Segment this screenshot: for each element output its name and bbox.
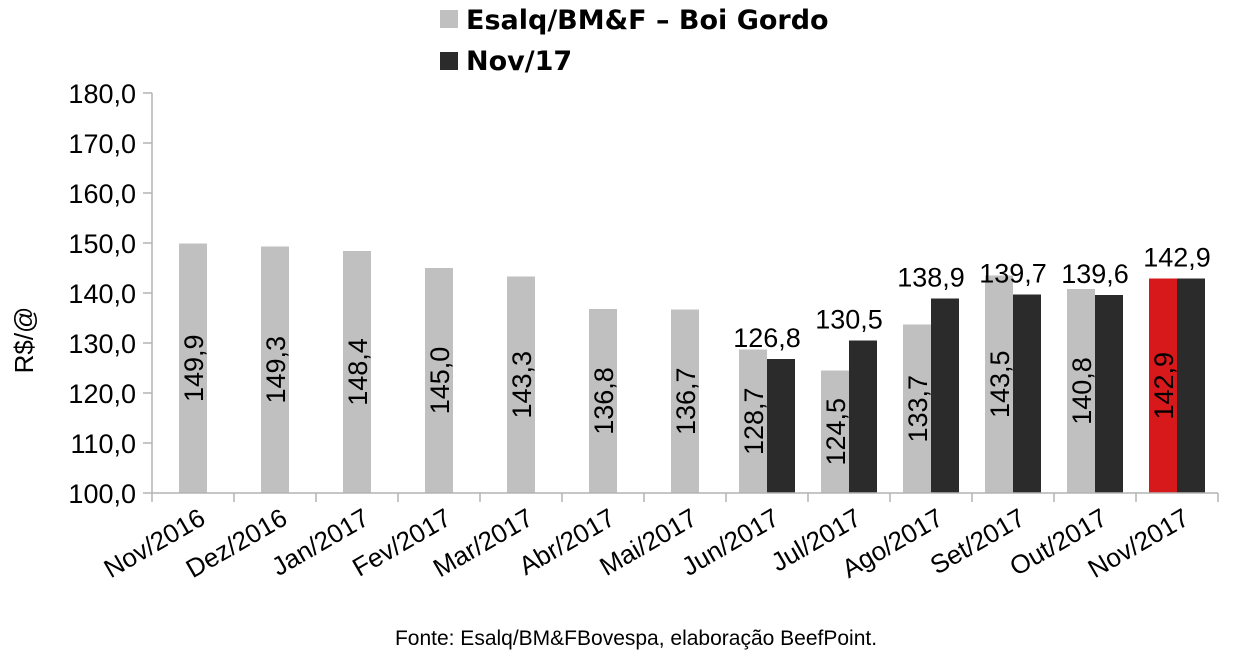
data-label-nov17: 130,5	[815, 305, 883, 335]
bar-nov17	[931, 298, 959, 493]
legend-label-nov17: Nov/17	[466, 46, 572, 77]
data-label-esalq: 136,8	[589, 367, 619, 435]
data-label-esalq: 143,5	[985, 350, 1015, 418]
bar-esalq	[821, 370, 849, 493]
data-label-esalq: 133,7	[903, 375, 933, 443]
data-label-nov17: 126,8	[733, 323, 801, 353]
bar-esalq	[261, 246, 289, 493]
bar-nov17	[767, 359, 795, 493]
y-tick-label: 160,0	[68, 179, 136, 209]
bar-esalq	[985, 275, 1013, 493]
data-label-esalq: 145,0	[425, 347, 455, 415]
y-tick-label: 140,0	[68, 279, 136, 309]
y-tick-label: 180,0	[68, 79, 136, 109]
bar-esalq	[739, 349, 767, 493]
bar-nov17	[1013, 294, 1041, 493]
data-label-esalq: 148,4	[343, 338, 373, 406]
bar-esalq	[179, 243, 207, 493]
data-label-esalq: 142,9	[1149, 352, 1179, 420]
y-tick-label: 150,0	[68, 229, 136, 259]
data-label-nov17: 139,6	[1061, 259, 1129, 289]
bar-esalq	[425, 268, 453, 493]
bar-esalq	[507, 276, 535, 493]
bar-nov17	[849, 340, 877, 493]
bar-esalq	[671, 309, 699, 493]
data-label-esalq: 143,3	[507, 351, 537, 419]
source-note: Fonte: Esalq/BM&FBovespa, elaboração Bee…	[395, 627, 877, 650]
data-label-esalq: 136,7	[671, 367, 701, 435]
y-tick-label: 100,0	[68, 479, 136, 509]
data-label-esalq: 128,7	[739, 387, 769, 455]
data-label-esalq: 124,5	[821, 398, 851, 466]
bar-esalq	[589, 309, 617, 493]
y-tick-label: 120,0	[68, 379, 136, 409]
legend: Esalq/BM&F – Boi Gordo Nov/17	[440, 5, 829, 77]
data-label-nov17: 142,9	[1143, 243, 1211, 273]
data-label-esalq: 149,3	[261, 336, 291, 404]
bar-esalq	[343, 251, 371, 493]
y-axis-title: R$/@	[9, 307, 39, 374]
bar-nov17	[1177, 278, 1205, 493]
y-axis: 180,0 170,0 160,0 150,0 140,0 130,0 120,0 110,0…	[68, 79, 153, 509]
x-axis: Nov/2016Dez/2016Jan/2017Fev/2017Mar/2017…	[99, 492, 1219, 584]
bar-esalq	[1067, 289, 1095, 493]
legend-swatch-esalq	[440, 10, 458, 28]
data-label-nov17: 138,9	[897, 263, 965, 293]
y-tick-label: 110,0	[70, 429, 136, 459]
data-labels: 149,9 149,3 148,4 145,0 143,3 136,8 136,7 128,7…	[179, 243, 1211, 466]
bar-esalq	[903, 324, 931, 493]
y-tick-label: 130,0	[68, 329, 136, 359]
y-tick-label: 170,0	[68, 129, 136, 159]
legend-label-esalq: Esalq/BM&F – Boi Gordo	[466, 5, 829, 36]
bars	[179, 243, 1205, 493]
data-label-esalq: 140,8	[1067, 357, 1097, 425]
bar-esalq	[1149, 278, 1177, 493]
data-label-nov17: 139,7	[979, 259, 1047, 289]
bar-nov17	[1095, 295, 1123, 493]
data-label-esalq: 149,9	[179, 334, 209, 402]
legend-swatch-nov17	[440, 52, 458, 70]
